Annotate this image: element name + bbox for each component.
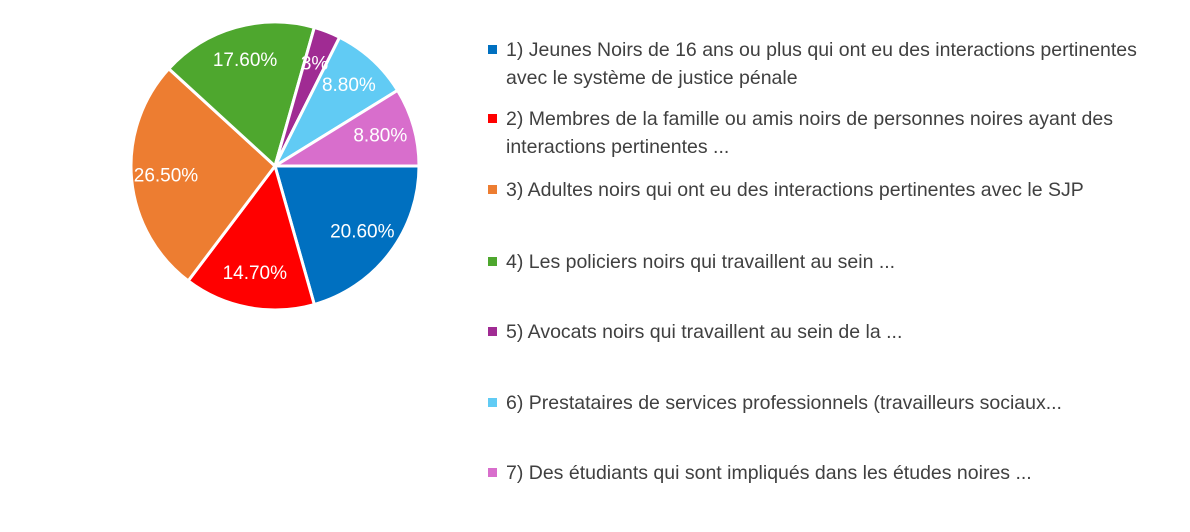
data-label: 17.60%: [213, 50, 278, 71]
legend-label: 4) Les policiers noirs qui travaillent a…: [506, 251, 896, 273]
legend-item: 6) Prestataires de services professionne…: [488, 389, 1178, 417]
data-label: 14.70%: [223, 263, 288, 284]
data-label: 26.50%: [134, 166, 199, 187]
legend-swatch: [488, 45, 497, 54]
pie-slice-adultes: [129, 67, 277, 283]
legend-swatch: [488, 185, 497, 194]
legend-swatch: [488, 398, 497, 407]
legend: 1) Jeunes Noirs de 16 ans ou plus qui on…: [488, 0, 1178, 532]
legend-item: 2) Membres de la famille ou amis noirs d…: [488, 105, 1178, 161]
legend-item: 4) Les policiers noirs qui travaillent a…: [488, 248, 1178, 276]
legend-swatch: [488, 468, 497, 477]
legend-label: 7) Des étudiants qui sont impliqués dans…: [506, 462, 1032, 484]
legend-swatch: [488, 327, 497, 336]
pie-slice-etudiants: [273, 88, 421, 168]
legend-label: 2) Membres de la famille ou amis noirs d…: [506, 108, 1113, 158]
pie-slice-famille: [186, 164, 316, 312]
pie-slice-jeunes: [273, 164, 421, 307]
data-label: 20.60%: [330, 222, 395, 243]
legend-label: 3) Adultes noirs qui ont eu des interact…: [506, 179, 1084, 201]
legend-item: 1) Jeunes Noirs de 16 ans ou plus qui on…: [488, 36, 1178, 92]
legend-label: 6) Prestataires de services professionne…: [506, 392, 1062, 414]
legend-swatch: [488, 114, 497, 123]
legend-swatch: [488, 257, 497, 266]
legend-item: 3) Adultes noirs qui ont eu des interact…: [488, 176, 1178, 204]
data-label: 8.80%: [322, 75, 376, 96]
legend-label: 5) Avocats noirs qui travaillent au sein…: [506, 321, 903, 343]
data-label: 8.80%: [353, 126, 407, 147]
data-label: 3%: [301, 54, 329, 75]
legend-label: 1) Jeunes Noirs de 16 ans ou plus qui on…: [506, 39, 1137, 89]
legend-item: 5) Avocats noirs qui travaillent au sein…: [488, 318, 1178, 346]
pie-slice-policiers: [167, 20, 316, 168]
legend-item: 7) Des étudiants qui sont impliqués dans…: [488, 459, 1178, 487]
pie-chart: 20.60%14.70%26.50%17.60% 3%8.80%8.80%: [129, 20, 421, 312]
